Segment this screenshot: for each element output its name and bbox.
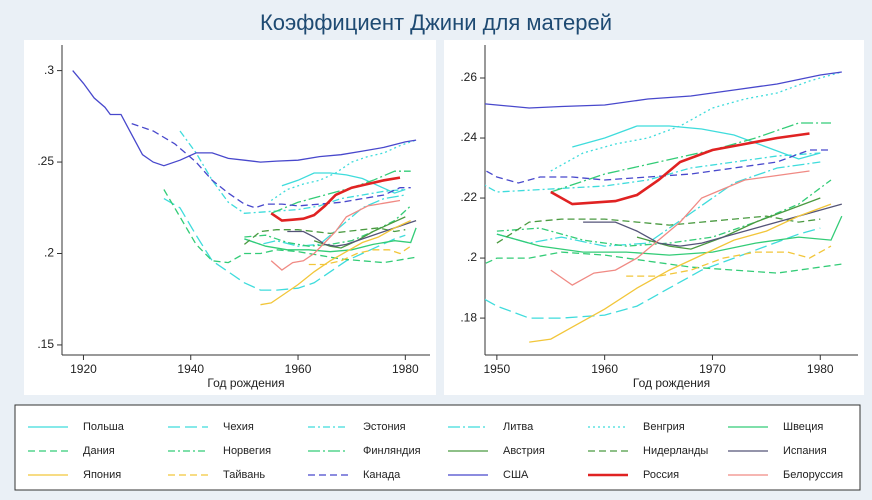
y-tick-label: .3 [44, 63, 54, 77]
series-line [179, 130, 406, 214]
x-axis-label: Год рождения [207, 376, 284, 390]
legend-box [14, 404, 861, 491]
legend-label: Швеция [783, 421, 823, 433]
legend-label: Дания [83, 445, 115, 457]
legend-label: Япония [83, 469, 121, 481]
chart-title: Коэффициент Джини для матерей [260, 10, 612, 35]
legend-label: Литва [503, 421, 534, 433]
series-line [260, 220, 411, 306]
series-line [308, 245, 412, 266]
plot-area [485, 71, 843, 343]
legend-label: Нидерланды [643, 445, 708, 457]
legend-label: Чехия [223, 421, 254, 433]
series-line [163, 198, 406, 291]
x-tick-label: 1970 [699, 362, 726, 376]
x-tick-label: 1980 [807, 362, 834, 376]
x-axis-label: Год рождения [633, 376, 710, 390]
legend-label: Польша [83, 421, 125, 433]
series-line [550, 132, 810, 206]
series-line [281, 172, 406, 194]
series-line [244, 227, 417, 253]
legend-label: Канада [363, 469, 401, 481]
legend-label: Белоруссия [783, 469, 843, 481]
panel-background [24, 40, 436, 395]
legend-label: США [503, 469, 529, 481]
series-line [485, 71, 842, 109]
legend-label: Норвегия [223, 445, 271, 457]
x-tick-label: 1940 [177, 362, 204, 376]
series-line [496, 215, 821, 244]
series-line [485, 152, 821, 193]
series-line [244, 194, 406, 247]
legend-label: Испания [783, 445, 827, 457]
series-line [550, 170, 810, 286]
x-tick-label: 1920 [70, 362, 97, 376]
series-line [270, 139, 417, 202]
series-line [496, 179, 832, 247]
legend-label: Эстония [363, 421, 406, 433]
legend-label: Австрия [503, 445, 545, 457]
series-line [496, 161, 821, 247]
legend-label: Россия [643, 469, 679, 481]
series-line [72, 70, 417, 167]
series-line [485, 149, 831, 184]
y-tick-label: .15 [37, 337, 54, 351]
y-tick-label: .24 [460, 130, 477, 144]
series-line [163, 189, 417, 264]
legend-label: Венгрия [643, 421, 685, 433]
x-tick-label: 1950 [484, 362, 511, 376]
series-line [550, 71, 842, 172]
series-line [270, 199, 401, 271]
series-line [529, 203, 832, 343]
y-tick-label: .18 [460, 310, 477, 324]
series-line [485, 251, 842, 274]
y-tick-label: .22 [460, 190, 477, 204]
series-line [496, 215, 843, 256]
series-line [270, 176, 401, 222]
y-tick-label: .26 [460, 70, 477, 84]
legend-label: Тайвань [223, 469, 265, 481]
x-tick-label: 1980 [392, 362, 419, 376]
series-line [485, 227, 821, 319]
legend-label: Финляндия [363, 445, 421, 457]
y-tick-label: .2 [467, 250, 477, 264]
y-tick-label: .2 [44, 246, 54, 260]
y-tick-label: .25 [37, 154, 54, 168]
series-line [243, 227, 406, 245]
panel-background [444, 40, 864, 395]
series-line [626, 245, 832, 277]
x-tick-label: 1960 [285, 362, 312, 376]
x-tick-label: 1960 [591, 362, 618, 376]
plot-area [72, 70, 417, 306]
